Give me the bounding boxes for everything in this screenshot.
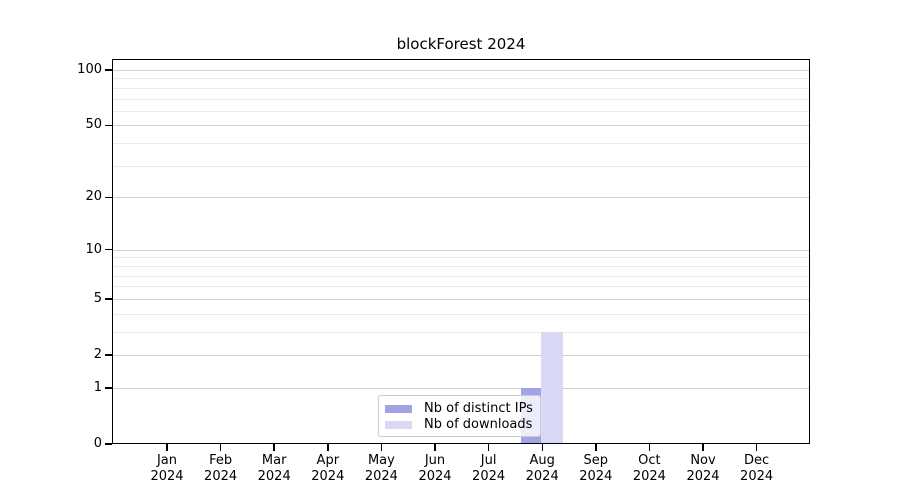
x-tick-month: May [367, 453, 395, 468]
gridline-minor [112, 313, 810, 315]
gridline-major [112, 298, 810, 300]
y-tick-label: 0 [93, 436, 102, 451]
legend-row: Nb of downloads [385, 417, 540, 433]
x-tick-label: Jan 2024 [136, 453, 198, 484]
gridline-major [112, 355, 810, 356]
gridline-minor [112, 286, 810, 288]
x-tick-mark [487, 444, 490, 451]
gridline-minor [112, 78, 810, 80]
x-tick-year: 2024 [472, 468, 506, 484]
x-tick-month: Dec [744, 453, 770, 468]
legend-label: Nb of distinct IPs [424, 401, 533, 416]
x-tick-year: 2024 [579, 468, 613, 484]
x-tick-mark [648, 444, 651, 451]
y-tick-mark [105, 124, 112, 127]
y-tick-label: 1 [93, 379, 102, 395]
x-tick-month: Apr [316, 453, 340, 468]
gridline-minor [112, 275, 810, 277]
y-tick-label: 5 [93, 290, 102, 306]
x-tick-month: Oct [638, 453, 661, 468]
x-tick-year: 2024 [204, 468, 238, 484]
legend: Nb of distinct IPs Nb of downloads [378, 395, 541, 437]
y-tick-label: 100 [77, 61, 102, 77]
x-tick-year: 2024 [686, 468, 720, 484]
x-tick-mark [327, 444, 329, 451]
bar-nb-of-downloads [541, 331, 563, 444]
x-tick-label: Apr 2024 [297, 453, 359, 484]
gridline-major [112, 249, 810, 251]
x-tick-label: Jun 2024 [404, 453, 466, 484]
x-tick-label: Dec 2024 [726, 453, 788, 484]
gridline-minor [112, 98, 810, 100]
x-tick-month: Jul [480, 453, 497, 468]
x-tick-year: 2024 [418, 468, 452, 484]
gridline-minor [112, 87, 810, 89]
x-tick-mark [434, 444, 436, 451]
x-tick-year: 2024 [257, 468, 291, 484]
gridline-minor [112, 143, 810, 144]
x-tick-mark [273, 444, 275, 451]
x-tick-label: Oct 2024 [618, 453, 680, 484]
gridline-major [112, 125, 810, 127]
x-tick-year: 2024 [311, 468, 345, 484]
gridline-minor [112, 331, 810, 333]
x-tick-month: Sep [583, 453, 609, 468]
x-tick-label: Jul 2024 [458, 453, 520, 484]
y-tick-mark [105, 69, 112, 71]
legend-swatch-nb-of-downloads [385, 421, 412, 429]
y-tick-label: 20 [85, 189, 102, 205]
x-tick-mark [595, 444, 597, 451]
gridline-major [112, 197, 810, 199]
x-tick-year: 2024 [632, 468, 666, 484]
legend-swatch-nb-of-distinct-ips [385, 405, 412, 413]
gridline-major [112, 387, 810, 389]
x-tick-month: Jun [424, 453, 446, 468]
y-tick-mark [105, 443, 112, 445]
x-tick-month: Nov [690, 453, 716, 468]
gridline-minor [112, 265, 810, 267]
x-tick-label: Feb 2024 [190, 453, 252, 484]
x-tick-mark [755, 444, 758, 451]
x-tick-month: Jan [156, 453, 178, 468]
plot-frame [112, 59, 810, 444]
x-tick-label: Sep 2024 [565, 453, 627, 484]
x-tick-month: Mar [261, 453, 287, 468]
x-tick-year: 2024 [150, 468, 184, 484]
x-tick-label: Aug 2024 [511, 453, 573, 484]
x-tick-label: Nov 2024 [672, 453, 734, 484]
legend-row: Nb of distinct IPs [385, 401, 540, 417]
y-tick-label: 2 [93, 347, 102, 362]
x-tick-year: 2024 [364, 468, 398, 484]
x-tick-month: Aug [529, 453, 555, 468]
x-tick-mark [219, 444, 222, 451]
gridline-major [112, 69, 810, 71]
gridline-minor [112, 110, 810, 112]
plot-area [112, 59, 810, 444]
x-tick-mark [541, 444, 543, 451]
y-tick-label: 10 [85, 241, 102, 257]
gridline-minor [112, 165, 810, 167]
x-tick-mark [702, 444, 704, 451]
x-tick-mark [166, 444, 168, 451]
y-tick-label: 50 [85, 117, 102, 133]
x-tick-year: 2024 [525, 468, 559, 484]
x-tick-label: Mar 2024 [243, 453, 305, 484]
chart-title: blockForest 2024 [396, 35, 526, 53]
y-tick-mark [105, 248, 112, 251]
y-tick-mark [105, 196, 112, 198]
y-tick-mark [105, 354, 112, 356]
legend-label: Nb of downloads [424, 417, 533, 432]
x-tick-month: Feb [209, 453, 233, 468]
y-tick-mark [105, 387, 112, 389]
x-tick-label: May 2024 [350, 453, 412, 484]
y-tick-mark [105, 298, 112, 300]
x-tick-year: 2024 [740, 468, 774, 484]
gridline-minor [112, 257, 810, 259]
x-tick-mark [380, 444, 383, 451]
